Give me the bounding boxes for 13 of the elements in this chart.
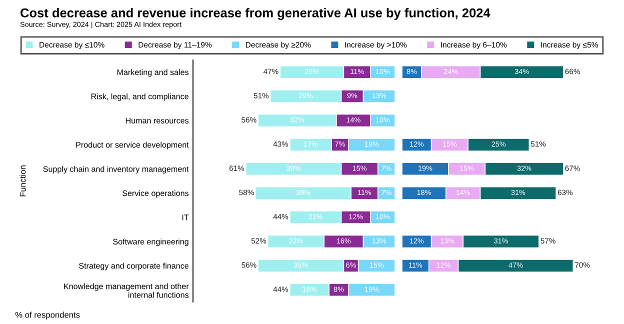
y-tick-label: Risk, legal, and compliance [91, 93, 188, 101]
y-tick-label: Human resources [126, 118, 189, 124]
y-tick-label: Product or service development [76, 142, 189, 150]
y-tick-label: Marketing and sales [117, 69, 189, 77]
chart-title: Cost decrease and revenue increase from generative AI use by function, 2024 [20, 8, 490, 20]
y-tick-label: Supply chain and inventory management [43, 166, 189, 174]
y-tick-label: IT [182, 214, 189, 220]
y-axis-title: Function [20, 166, 26, 196]
y-tick-label: Service operations [122, 190, 189, 198]
y-tick-label: Software engineering [113, 238, 188, 246]
y-tick-label: Strategy and corporate finance [79, 262, 188, 270]
y-tick-label: Knowledge management and other internal functions [64, 283, 189, 298]
x-axis-title: % of respondents [15, 312, 80, 320]
